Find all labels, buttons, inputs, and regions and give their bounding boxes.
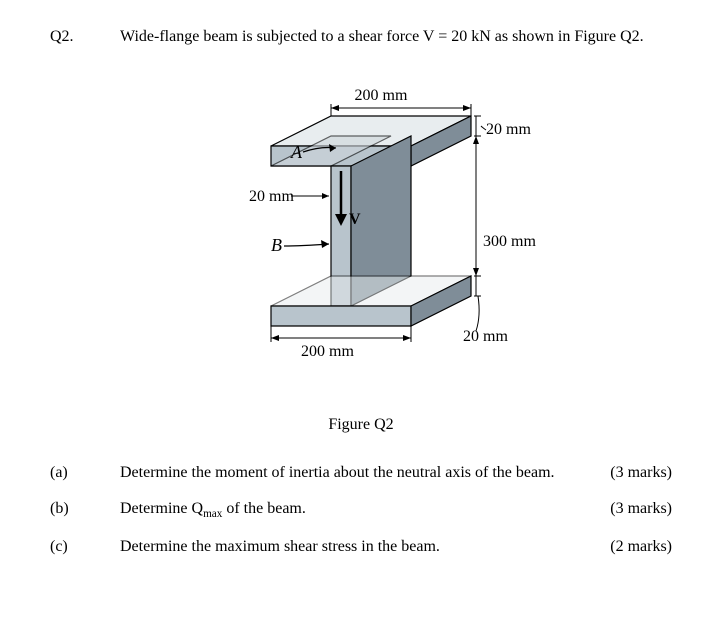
part-c-text: Determine the maximum shear stress in th… — [120, 538, 440, 556]
beam-figure: 200 mm 20 mm 20 mm 300 mm — [181, 86, 541, 406]
part-c-line: Determine the maximum shear stress in th… — [120, 538, 672, 556]
dim-web-h-text: 300 mm — [483, 233, 536, 250]
dim-web-h: 300 mm — [473, 136, 536, 276]
part-b-text: Determine Qmax of the beam. — [120, 500, 306, 520]
figure-container: 200 mm 20 mm 20 mm 300 mm — [50, 86, 672, 434]
part-c-label: (c) — [50, 538, 120, 556]
part-b-marks: (3 marks) — [610, 500, 672, 520]
question-number: Q2. — [50, 28, 120, 46]
dim-flange-t-top: 20 mm — [474, 116, 531, 138]
dim-top-width-text: 200 mm — [355, 87, 408, 104]
dim-top-width: 200 mm — [331, 87, 471, 116]
part-a-line: Determine the moment of inertia about th… — [120, 464, 672, 482]
label-B: B — [271, 235, 329, 255]
part-c: (c) Determine the maximum shear stress i… — [50, 538, 672, 556]
dim-web-t-text: 20 mm — [249, 188, 294, 205]
parts-list: (a) Determine the moment of inertia abou… — [50, 464, 672, 556]
part-a-label: (a) — [50, 464, 120, 482]
part-b-line: Determine Qmax of the beam. (3 marks) — [120, 500, 672, 520]
dim-bottom-width: 200 mm — [271, 326, 411, 360]
dim-flange-t-bottom-text: 20 mm — [463, 328, 508, 345]
question-row: Q2. Wide-flange beam is subjected to a s… — [50, 28, 672, 46]
part-a-text: Determine the moment of inertia about th… — [120, 464, 555, 482]
part-a: (a) Determine the moment of inertia abou… — [50, 464, 672, 482]
dim-flange-t-top-text: 20 mm — [486, 121, 531, 138]
part-b: (b) Determine Qmax of the beam. (3 marks… — [50, 500, 672, 520]
part-a-marks: (3 marks) — [610, 464, 672, 482]
part-b-label: (b) — [50, 500, 120, 518]
question-text: Wide-flange beam is subjected to a shear… — [120, 28, 672, 46]
svg-text:A: A — [290, 142, 303, 162]
part-c-marks: (2 marks) — [610, 538, 672, 556]
svg-text:B: B — [271, 235, 282, 255]
dim-bottom-width-text: 200 mm — [301, 343, 354, 360]
figure-caption: Figure Q2 — [328, 416, 393, 434]
svg-text:V: V — [349, 211, 361, 228]
